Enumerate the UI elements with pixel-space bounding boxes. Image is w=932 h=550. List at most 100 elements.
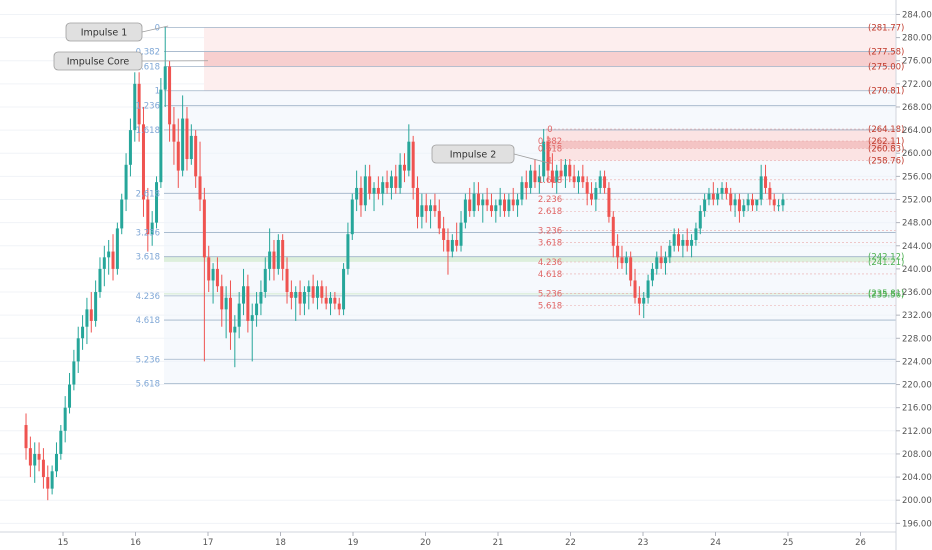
candle-body: [372, 187, 376, 194]
fib-2-ratio-label: 5.618: [538, 301, 562, 311]
candle-body: [381, 182, 385, 194]
fib-2-ratio-label: 5.236: [538, 289, 562, 299]
candle-body: [750, 199, 754, 206]
candle-body: [246, 286, 250, 321]
candle-body: [24, 425, 28, 449]
candle-body: [224, 297, 228, 310]
candle-body: [120, 199, 124, 229]
candle-body: [672, 234, 676, 246]
candle-body: [137, 83, 141, 125]
candle-body: [76, 338, 80, 362]
price-tick-label: 284.00: [902, 10, 932, 20]
candle-body: [442, 228, 446, 240]
candle-body: [772, 199, 776, 206]
fib-2-ratio-label: 0: [547, 125, 552, 135]
candle-body: [476, 193, 480, 206]
fib-price-label: (258.76): [868, 156, 904, 166]
fib-labels: 00.3820.61811.2361.6182.6183.2363.6184.2…: [136, 23, 905, 389]
callouts: Impulse 1 Impulse Core Impulse 2: [53, 22, 549, 164]
candle-body: [468, 199, 472, 212]
green-price-label: (242.12): [868, 253, 904, 263]
fib-2-ratio-label: 1: [547, 156, 552, 166]
price-tick-label: 224.00: [902, 357, 932, 367]
candle-body: [289, 292, 293, 298]
candles: [24, 27, 785, 501]
candle-body: [333, 297, 337, 304]
candle-body: [555, 170, 559, 183]
fib-1-ratio-label: 1: [155, 87, 160, 97]
candle-body: [68, 384, 72, 408]
candle-body: [185, 118, 189, 160]
candle-body: [459, 222, 463, 246]
price-tick-label: 216.00: [902, 404, 932, 414]
fib-2-ratio-label: 3.236: [538, 227, 562, 237]
candle-body: [733, 199, 737, 206]
candle-body: [446, 239, 450, 252]
candle-body: [198, 176, 202, 200]
callout-label: Impulse Core: [67, 57, 130, 68]
candle-body: [759, 176, 763, 200]
time-tick-label: 15: [58, 538, 69, 548]
candle-body: [111, 251, 115, 269]
candle-body: [581, 176, 585, 183]
candle-body: [107, 251, 111, 258]
candle-body: [54, 453, 58, 472]
candle-body: [677, 234, 681, 246]
callout-box: [53, 51, 143, 71]
candle-body: [337, 303, 341, 310]
candle-body: [302, 292, 306, 304]
price-tick-label: 260.00: [902, 149, 932, 159]
callout-label: Impulse 2: [450, 150, 497, 161]
fib-2-ratio-label: 4.618: [538, 270, 562, 280]
candle-body: [115, 228, 119, 269]
fib-2-ratio-label: 0.382: [538, 137, 562, 147]
candle-body: [585, 182, 589, 194]
candle-body: [215, 268, 219, 287]
candle-body: [307, 286, 311, 293]
candle-body: [368, 176, 372, 194]
candle-body: [416, 187, 420, 217]
candle-body: [355, 187, 359, 200]
green-price-label: (241.21): [868, 258, 904, 268]
fib-1-ratio-label: 3.236: [136, 228, 160, 238]
candle-body: [729, 193, 733, 206]
fib-1-ratio-label: 4.618: [136, 316, 160, 326]
candle-body: [607, 187, 611, 217]
candle-body: [398, 164, 402, 188]
fib-1-ratio-label: 4.236: [136, 292, 160, 302]
time-tick-label: 26: [855, 538, 866, 548]
candle-body: [498, 199, 502, 206]
candle-body: [211, 268, 215, 281]
candle-body: [507, 199, 511, 212]
candle-body: [542, 141, 546, 177]
candle-body: [98, 268, 102, 293]
candle-body: [633, 280, 637, 298]
candle-body: [764, 176, 768, 188]
impulse-core-zone: [204, 51, 896, 67]
candle-body: [172, 124, 176, 142]
fib-1-ratio-label: 1.618: [136, 126, 160, 136]
callout-box: [431, 144, 515, 164]
candle-body: [89, 309, 93, 321]
price-axis: 196.00 200.00 204.00 208.00 212.00 216.00 220.…: [895, 0, 932, 550]
price-tick-label: 272.00: [902, 80, 932, 90]
candle-body: [494, 205, 498, 212]
candle-body: [102, 257, 106, 269]
fib-price-label: (277.58): [868, 48, 904, 58]
candle-body: [389, 176, 393, 188]
price-tick-label: 256.00: [902, 172, 932, 182]
candle-body: [742, 205, 746, 212]
candle-body: [603, 176, 607, 188]
candle-body: [159, 89, 163, 183]
time-tick-label: 23: [638, 538, 649, 548]
candle-body: [350, 199, 354, 235]
price-tick-label: 240.00: [902, 265, 932, 275]
candle-body: [659, 257, 663, 264]
callout-label: Impulse 1: [81, 28, 128, 39]
candle-body: [329, 297, 333, 304]
candle-body: [746, 199, 750, 206]
candle-body: [276, 239, 280, 269]
candle-body: [233, 326, 237, 333]
candle-body: [533, 170, 537, 183]
candle-body: [698, 211, 702, 229]
